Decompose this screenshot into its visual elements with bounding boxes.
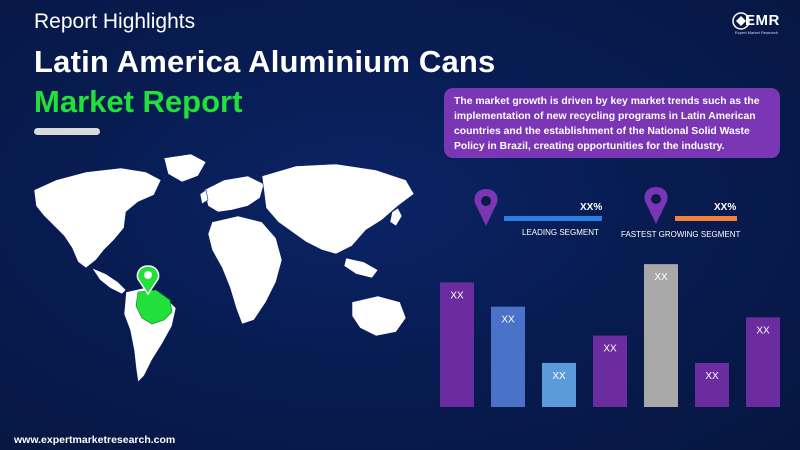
fastest-segment-pin-icon — [644, 187, 668, 224]
chart-bar-6 — [695, 362, 729, 407]
chart-bar-7 — [746, 317, 780, 407]
greenland-shape — [163, 153, 207, 183]
japan-shape — [389, 207, 403, 227]
north-america-shape — [33, 167, 162, 269]
emr-logo — [732, 12, 750, 30]
bar-chart: XX XX XX XX XX XX XX — [440, 264, 780, 407]
latin-america-highlight — [135, 289, 173, 325]
fastest-segment-bar — [675, 216, 737, 221]
report-title-line1: Latin America Aluminium Cans — [34, 44, 496, 79]
leading-segment-value: XX% — [580, 202, 603, 213]
chart-bar-label-3: XX — [552, 371, 566, 382]
leading-segment-bar — [504, 216, 602, 221]
chart-bar-label-4: XX — [603, 344, 617, 355]
fastest-segment-value: XX% — [714, 202, 737, 213]
chart-bar-2 — [491, 306, 525, 407]
chart-bar-label-1: XX — [450, 290, 464, 301]
leading-segment-pin-icon — [474, 189, 498, 226]
chart-bar-label-7: XX — [756, 325, 770, 336]
logo-tagline: Expert Market Research — [735, 30, 779, 35]
footer-url: www.expertmarketresearch.com — [14, 434, 176, 446]
europe-shape — [203, 175, 265, 213]
leading-segment-label: LEADING SEGMENT — [522, 228, 599, 237]
chart-bar-1 — [440, 282, 474, 407]
chart-bar-label-6: XX — [705, 371, 719, 382]
title-underline — [34, 128, 100, 135]
logo-text: EMR — [745, 12, 780, 29]
world-map — [33, 153, 415, 383]
central-america-shape — [91, 267, 127, 295]
southeast-asia-shape — [343, 257, 379, 279]
description-box: The market growth is driven by key marke… — [444, 88, 780, 158]
chart-bar-5 — [644, 264, 678, 407]
asia-shape — [261, 163, 415, 255]
report-title-line2: Market Report — [34, 84, 243, 119]
chart-bar-3 — [542, 362, 576, 407]
uk-shape — [199, 189, 209, 205]
report-subtitle: Report Highlights — [34, 10, 196, 33]
chart-bar-label-5: XX — [654, 272, 668, 283]
map-pin-icon — [136, 265, 160, 296]
chart-bar-label-2: XX — [501, 315, 515, 326]
africa-shape — [207, 215, 283, 325]
australia-shape — [351, 295, 407, 337]
chart-bar-4 — [593, 335, 627, 407]
fastest-segment-label: FASTEST GROWING SEGMENT — [621, 230, 741, 239]
